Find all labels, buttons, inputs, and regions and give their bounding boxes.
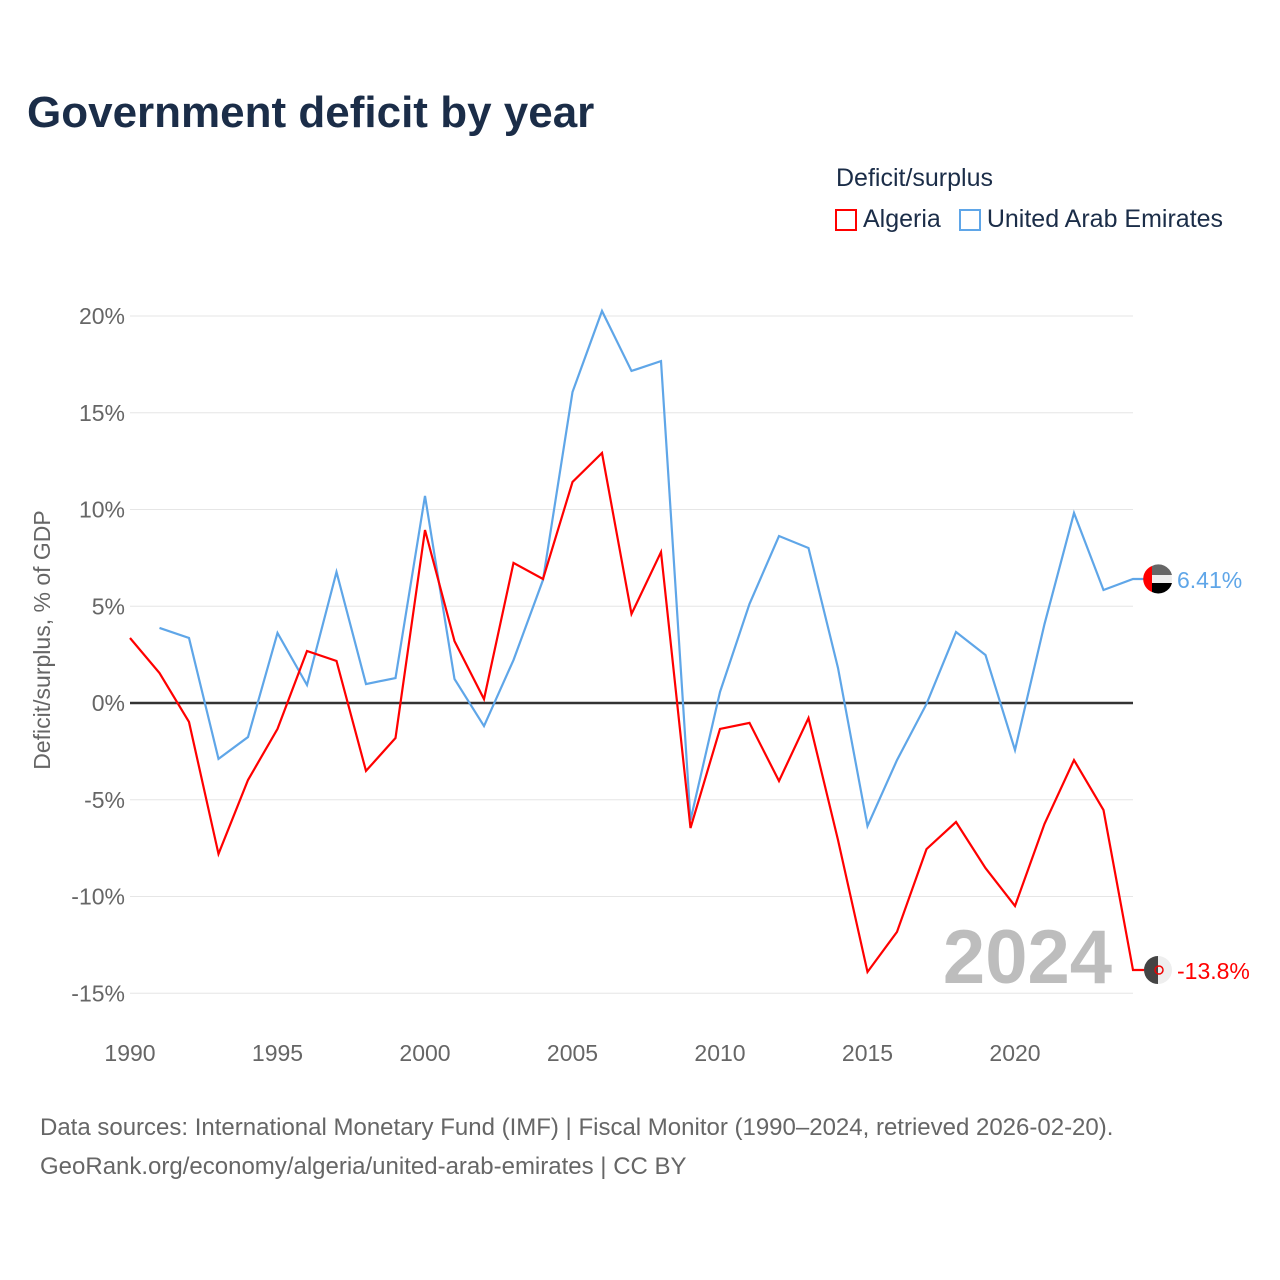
series-line-algeria [129,450,1145,975]
legend-label: United Arab Emirates [986,205,1224,233]
x-tick-label: 2015 [842,1040,893,1066]
x-tick-label: 2020 [989,1040,1040,1066]
y-tick-label: -15% [71,980,125,1006]
legend-item-uae[interactable]: United Arab Emirates [958,205,1224,234]
x-tick-label: 1990 [104,1040,155,1066]
legend: Algeria United Arab Emirates [835,205,1223,234]
y-tick-label: 20% [79,303,125,329]
x-tick-label: 1995 [252,1040,303,1066]
y-tick-label: 15% [79,400,125,426]
series-line-united-arab-emirates [159,308,1145,830]
legend-swatch-algeria [835,208,857,231]
y-tick-label: 0% [92,690,125,716]
legend-title: Deficit/surplus [836,164,993,192]
source-note: Data sources: International Monetary Fun… [40,1108,1113,1186]
source-line-1: Data sources: International Monetary Fun… [40,1114,1114,1141]
year-watermark: 2024 [943,915,1112,1000]
source-line-2[interactable]: GeoRank.org/economy/algeria/united-arab-… [40,1153,687,1180]
uae-flag-icon [1143,564,1172,594]
end-value-label: -13.8% [1177,958,1250,984]
chart-title: Government deficit by year [27,88,595,137]
x-tick-label: 2005 [547,1040,598,1066]
algeria-flag-icon [1144,956,1172,985]
y-tick-label: 5% [92,593,125,619]
y-axis-label: Deficit/surplus, % of GDP [29,510,55,769]
end-value-label: 6.41% [1177,567,1242,593]
legend-label: Algeria [863,205,941,233]
x-tick-label: 2000 [399,1040,450,1066]
y-tick-label: 10% [79,497,125,523]
legend-swatch-uae [958,208,981,231]
legend-item-algeria[interactable]: Algeria [835,205,941,234]
y-tick-label: -5% [84,787,125,813]
y-tick-label: -10% [71,884,125,910]
x-tick-label: 2010 [694,1040,745,1066]
